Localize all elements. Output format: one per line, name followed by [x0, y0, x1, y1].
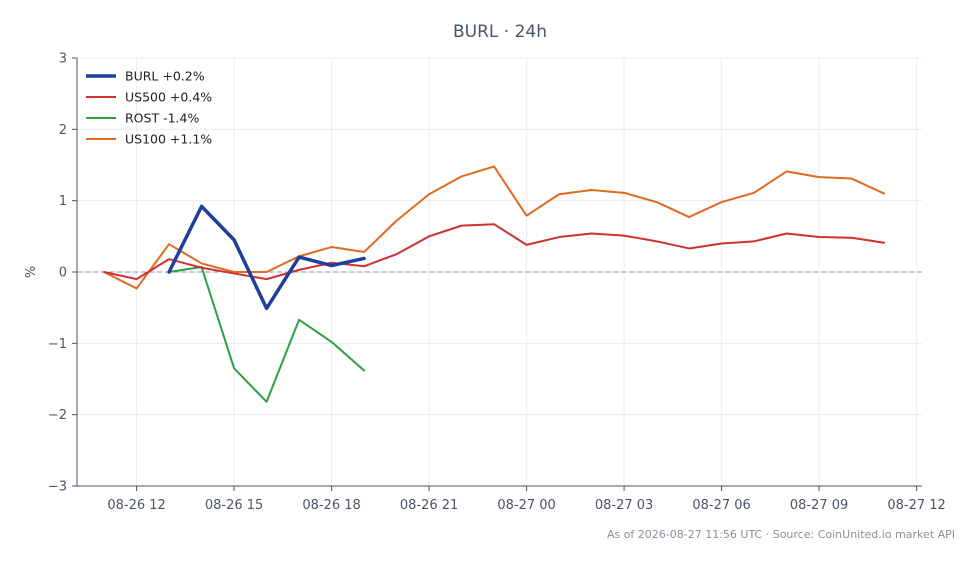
- x-tick-label: 08-27 06: [692, 498, 750, 513]
- y-tick-label: −2: [48, 408, 67, 423]
- x-tick-label: 08-27 03: [595, 498, 653, 513]
- x-tick-label: 08-26 12: [107, 498, 165, 513]
- axes: 3 2 1 0 −1 −2 −3 08-26 12 08-26 15 08-26 18 08-26 …: [48, 52, 946, 514]
- legend-label: BURL +0.2%: [125, 69, 205, 84]
- y-tick-label: −1: [48, 337, 67, 352]
- x-tick-label: 08-27 12: [887, 498, 945, 513]
- legend-item-rost: ROST -1.4%: [86, 111, 199, 126]
- x-tick-label: 08-26 18: [302, 498, 360, 513]
- legend-item-us500: US500 +0.4%: [86, 90, 212, 105]
- legend-label: ROST -1.4%: [125, 111, 199, 126]
- series-line-us500: [103, 223, 886, 281]
- series-layer: [103, 165, 886, 403]
- x-tick-label: 08-26 21: [400, 498, 458, 513]
- y-tick-label: 3: [59, 52, 67, 67]
- y-axis-label: %: [24, 266, 39, 278]
- legend: BURL +0.2% US500 +0.4% ROST -1.4% US100 +1.…: [86, 69, 212, 147]
- source-footnote: As of 2026-08-27 11:56 UTC · Source: Coi…: [607, 528, 955, 541]
- legend-item-us100: US100 +1.1%: [86, 132, 212, 147]
- y-tick-label: 0: [59, 266, 67, 281]
- series-line-us100: [103, 165, 886, 290]
- legend-item-burl: BURL +0.2%: [86, 69, 205, 84]
- y-tick-label: 2: [59, 123, 67, 138]
- series-line-burl: [167, 204, 366, 311]
- chart-title: BURL · 24h: [453, 22, 547, 42]
- x-tick-label: 08-27 09: [790, 498, 848, 513]
- legend-label: US100 +1.1%: [125, 132, 212, 147]
- series-line-rost: [168, 266, 366, 403]
- y-tick-label: −3: [48, 480, 67, 495]
- y-tick-label: 1: [59, 194, 67, 209]
- legend-label: US500 +0.4%: [125, 90, 212, 105]
- x-tick-label: 08-27 00: [497, 498, 555, 513]
- x-tick-label: 08-26 15: [205, 498, 263, 513]
